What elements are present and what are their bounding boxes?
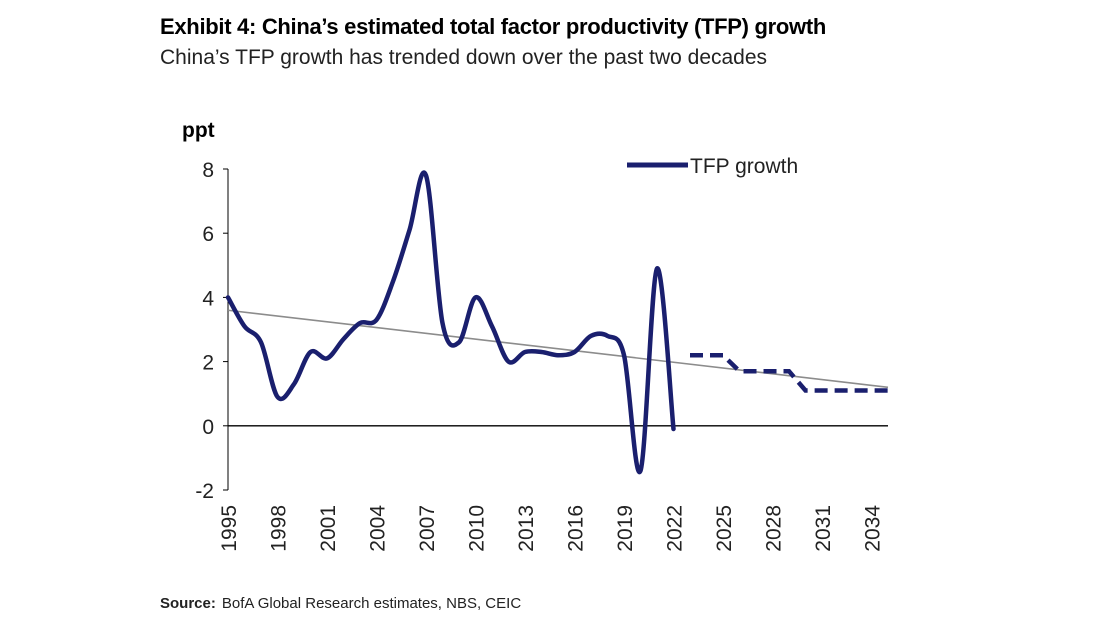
x-tick-label: 2031	[812, 505, 835, 552]
series-line-tfp-growth	[225, 170, 676, 475]
source-note: Source: BofA Global Research estimates, N…	[160, 595, 521, 612]
chart-subtitle: China’s TFP growth has trended down over…	[160, 46, 768, 69]
trend-line	[227, 309, 889, 389]
chart-title: Exhibit 4: China’s estimated total facto…	[160, 14, 827, 39]
source-text: BofA Global Research estimates, NBS, CEI…	[221, 595, 522, 612]
legend-label: TFP growth	[690, 155, 798, 178]
x-tick-label: 2028	[763, 505, 786, 552]
source-label: Source:	[160, 595, 216, 612]
x-tick-label: 2019	[614, 505, 637, 552]
y-axis-label: ppt	[182, 119, 215, 142]
x-tick-label: 2001	[317, 505, 340, 552]
x-tick-label: 2025	[713, 505, 736, 552]
x-tick-label: 1998	[268, 505, 291, 552]
x-tick-label: 2013	[515, 505, 538, 552]
tfp-line-chart: ppt -2 0 2 4 6 8 1995 1998 2001 2004 2007 2010 2013 20…	[182, 119, 889, 552]
x-tick-label: 1995	[218, 505, 241, 552]
x-tick-label: 2022	[664, 505, 687, 552]
x-tick-label: 2004	[367, 505, 390, 552]
x-tick-label: 2034	[862, 505, 885, 552]
y-tick-label: 4	[202, 287, 214, 310]
x-tick-label: 2010	[466, 505, 489, 552]
y-tick-label: -2	[195, 480, 214, 503]
x-tick-label: 2007	[416, 505, 439, 552]
y-tick-label: 0	[202, 416, 214, 439]
x-tick-label: 2016	[565, 505, 588, 552]
y-tick-label: 8	[202, 159, 214, 182]
series-line-forecast	[690, 352, 888, 393]
y-tick-label: 6	[202, 223, 214, 246]
y-tick-label: 2	[202, 352, 214, 375]
